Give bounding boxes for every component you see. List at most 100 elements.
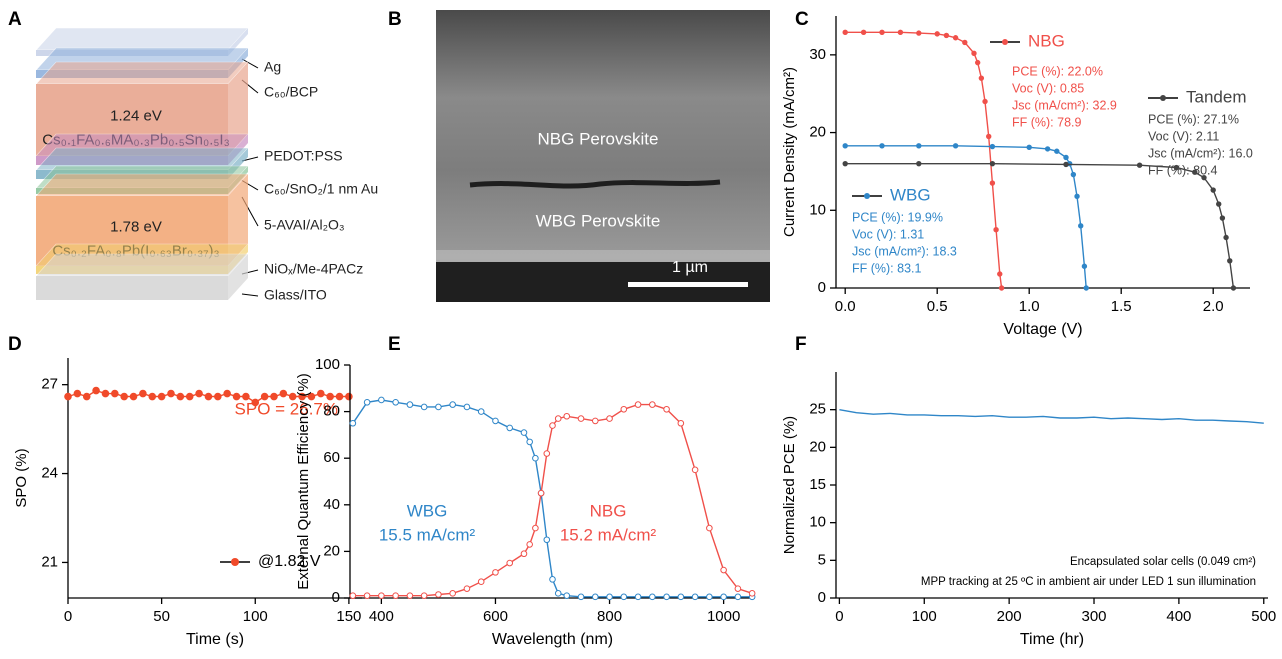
data-point (748, 590, 756, 597)
data-point (378, 396, 385, 404)
data-point (879, 29, 885, 36)
data-point (92, 386, 100, 395)
x-tick-label: 50 (153, 608, 170, 625)
layer-side (228, 174, 248, 266)
data-point (978, 75, 985, 81)
x-tick-label: 1000 (707, 608, 740, 625)
data-point (993, 227, 999, 233)
y-tick-label: 15 (809, 476, 826, 493)
data-point (270, 392, 278, 401)
y-tick-label: 25 (809, 401, 826, 418)
x-tick-label: 100 (243, 608, 268, 625)
data-point (563, 412, 571, 420)
sem-substrate (436, 250, 770, 262)
data-point (463, 403, 471, 411)
data-point (634, 401, 642, 408)
data-point (392, 592, 399, 599)
data-point (734, 585, 742, 592)
layer-label: C₆₀/SnO₂/1 nm Au (264, 181, 378, 197)
stat-label: Voc (V): 1.31 (852, 227, 924, 241)
panel-label: D (8, 334, 22, 355)
data-point (577, 593, 585, 601)
data-point (1201, 174, 1207, 181)
y-tick-label: 21 (41, 553, 58, 570)
legend-label: WBG (890, 185, 931, 204)
stat-label: Jsc (mA/cm²): 16.0 (1148, 146, 1253, 160)
data-point (1078, 223, 1084, 229)
y-tick-label: 0 (332, 589, 340, 606)
panel-label: C (795, 9, 809, 30)
legend-label: @1.82 V (258, 553, 321, 570)
series-line (845, 31, 1003, 289)
x-axis-title: Time (s) (186, 631, 244, 648)
data-point (349, 592, 357, 599)
y-tick-label: 0 (818, 589, 826, 606)
x-tick-label: 2.0 (1203, 298, 1224, 315)
data-point (378, 592, 385, 599)
layer-side (228, 62, 248, 156)
data-point (420, 403, 428, 411)
x-tick-label: 100 (912, 608, 937, 625)
data-point (406, 401, 414, 408)
y-tick-label: 20 (809, 124, 826, 141)
data-point (934, 31, 940, 37)
data-point (232, 392, 241, 401)
data-point (435, 591, 442, 598)
data-point (734, 593, 742, 601)
x-axis-title: Voltage (V) (1003, 321, 1082, 338)
data-point (897, 29, 904, 36)
data-point (363, 592, 371, 599)
x-tick-label: 0.5 (927, 298, 948, 315)
data-point (943, 32, 950, 39)
data-point (345, 392, 353, 401)
y-tick-label: 10 (809, 514, 826, 531)
data-point (842, 143, 848, 149)
data-point (298, 392, 306, 401)
data-point (288, 392, 297, 401)
data-point (204, 392, 213, 401)
stat-label: Voc (V): 0.85 (1012, 81, 1084, 95)
stat-label: FF (%): 83.1 (852, 261, 922, 275)
leader-line (241, 58, 259, 69)
data-point (64, 392, 72, 401)
layer-label: C₆₀/BCP (264, 84, 318, 100)
data-point (974, 59, 981, 66)
panel-label: B (388, 9, 402, 30)
data-point (537, 489, 545, 497)
stat-label: FF (%): 78.9 (1012, 115, 1082, 129)
data-point (148, 392, 157, 401)
y-tick-label: 40 (323, 496, 340, 513)
data-point (506, 424, 514, 432)
annotation: SPO = 26.7% (235, 399, 338, 418)
data-point (1044, 146, 1051, 152)
stat-label: Voc (V): 2.11 (1148, 129, 1219, 143)
data-point (634, 593, 642, 601)
y-axis-title: External Quantum Efficiency (%) (295, 373, 312, 589)
data-point (532, 454, 539, 462)
scale-bar (628, 282, 748, 287)
series-line (839, 409, 1264, 424)
data-point (251, 398, 260, 407)
y-tick-label: 100 (315, 356, 340, 373)
data-point (989, 160, 996, 167)
data-point (706, 524, 713, 532)
layer-top (35, 61, 249, 85)
data-point (606, 415, 613, 422)
data-point (982, 98, 988, 105)
series-line (352, 403, 753, 597)
data-point (139, 389, 147, 398)
x-axis-title: Time (hr) (1020, 631, 1084, 648)
data-point (952, 35, 959, 41)
data-point (492, 569, 499, 576)
x-tick-label: 150 (336, 608, 361, 625)
layer-label: 5-AVAI/Al₂O₃ (264, 217, 345, 233)
y-tick-label: 20 (809, 438, 826, 455)
data-point (860, 29, 867, 36)
panel-label: F (795, 334, 807, 355)
data-point (563, 592, 571, 599)
stat-label: Jsc (mA/cm²): 18.3 (852, 244, 957, 258)
data-point (997, 271, 1003, 277)
layer-front (36, 276, 228, 300)
data-point (1074, 193, 1080, 199)
layer-top (35, 253, 249, 277)
